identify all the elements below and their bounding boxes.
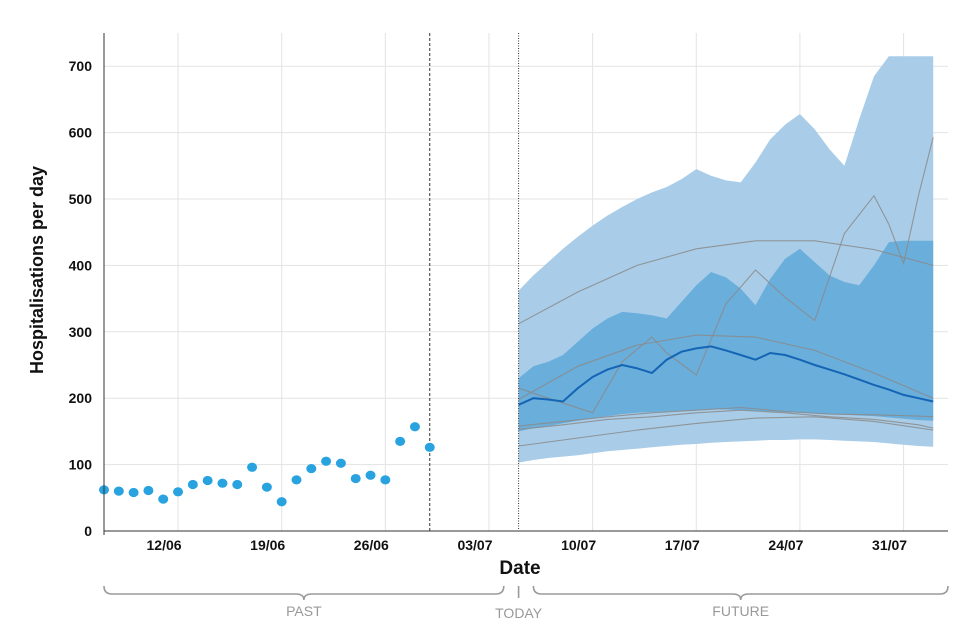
y-tick-label: 0 — [84, 523, 92, 539]
x-tick-label: 26/06 — [354, 537, 389, 553]
observed-point — [187, 479, 198, 490]
period-label-future: FUTURE — [712, 603, 769, 619]
observed-point — [261, 482, 272, 492]
scenario-line — [518, 406, 934, 427]
scenario-line — [518, 416, 934, 447]
period-bracket-future — [532, 585, 949, 601]
x-tick-label: 03/07 — [457, 537, 492, 553]
observed-point — [424, 442, 435, 452]
x-tick-label: 24/07 — [768, 537, 803, 553]
observed-point — [173, 487, 184, 497]
observed-point — [365, 470, 376, 480]
observed-point — [276, 497, 287, 507]
scenario-line — [518, 334, 934, 400]
scenario-line — [518, 240, 934, 325]
observed-point — [232, 479, 243, 490]
observed-point — [350, 473, 361, 484]
y-tick-label: 400 — [69, 257, 93, 273]
y-tick-label: 200 — [69, 390, 93, 406]
x-tick-label: 31/07 — [872, 537, 907, 553]
period-label-today: TODAY — [495, 605, 543, 621]
median-projection-line — [518, 345, 934, 406]
x-tick-label: 12/06 — [147, 537, 182, 553]
y-tick-label: 500 — [69, 191, 93, 207]
scenario-line — [518, 137, 934, 414]
y-tick-label: 300 — [69, 324, 93, 340]
observed-point — [291, 475, 302, 485]
observed-point — [113, 486, 124, 496]
x-tick-label: 19/06 — [250, 537, 285, 553]
period-layer: PAST TODAY FUTURE — [103, 585, 949, 621]
period-bracket-past — [103, 585, 505, 601]
observed-point — [217, 478, 228, 488]
scenario-line — [518, 409, 934, 430]
line-layer — [518, 137, 934, 447]
observed-point — [380, 475, 391, 485]
observed-point — [335, 458, 346, 468]
axis-layer: Hospitalisations per day Date 0 100 200 300… — [27, 33, 948, 579]
observed-point — [306, 463, 317, 474]
observed-point — [395, 436, 406, 446]
marker-layer — [429, 33, 520, 531]
y-axis-label: Hospitalisations per day — [27, 166, 47, 374]
y-tick-label: 700 — [69, 58, 93, 74]
x-axis-label: Date — [499, 558, 540, 579]
observed-point — [143, 485, 154, 496]
x-tick-label: 10/07 — [561, 537, 596, 553]
period-label-past: PAST — [286, 603, 322, 619]
y-tick-label: 100 — [69, 457, 93, 473]
observed-point — [321, 456, 332, 466]
observed-point — [158, 494, 169, 504]
x-tick-label: 17/07 — [665, 537, 700, 553]
observed-point — [202, 475, 213, 486]
observed-point — [247, 462, 258, 472]
point-layer — [99, 422, 435, 507]
y-tick-label: 600 — [69, 125, 93, 141]
observed-point — [409, 422, 420, 432]
observed-point — [128, 487, 139, 498]
band-layer — [518, 56, 934, 463]
